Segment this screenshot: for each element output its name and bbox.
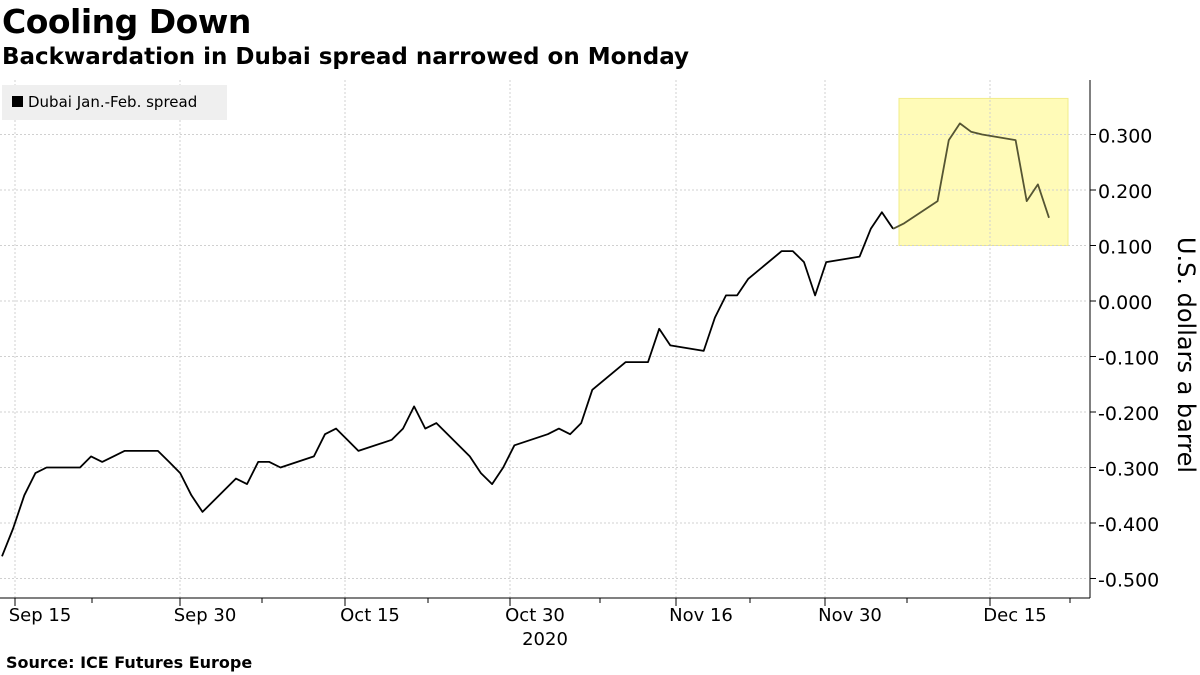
series-line-dubai-spread (1, 211, 894, 557)
axes: 0.300 0.200 0.100 0.000 -0.100 -0.200 -0.300 -0… (0, 80, 1159, 626)
x-tick-label: Nov 30 (818, 605, 882, 626)
y-tick-label: -0.200 (1098, 403, 1159, 425)
x-tick-label: Oct 15 (340, 605, 400, 626)
legend-swatch (12, 96, 23, 107)
y-tick-label: 0.000 (1098, 292, 1152, 314)
x-tick-label: Dec 15 (983, 605, 1046, 626)
source-note: Source: ICE Futures Europe (6, 653, 253, 672)
legend: Dubai Jan.-Feb. spread (2, 85, 227, 120)
x-tick-label: Nov 16 (669, 605, 733, 626)
highlight-box (898, 97, 1069, 246)
grid (0, 80, 1088, 598)
series-layer (1, 122, 1050, 557)
y-axis-label: U.S. dollars a barrel (1172, 237, 1200, 473)
legend-background (2, 85, 227, 120)
x-year-label: 2020 (522, 629, 568, 650)
x-tick-label: Sep 15 (9, 605, 72, 626)
legend-label: Dubai Jan.-Feb. spread (28, 93, 197, 111)
y-tick-label: -0.100 (1098, 348, 1159, 370)
y-tick-label: -0.400 (1098, 514, 1159, 536)
series-line-dubai-spread-highlighted (892, 122, 1050, 230)
y-tick-label: 0.100 (1098, 237, 1152, 259)
chart-title: Cooling Down (2, 2, 251, 41)
y-tick-label: -0.500 (1098, 570, 1159, 592)
x-tick-label: Sep 30 (174, 605, 237, 626)
y-tick-label: 0.300 (1098, 126, 1152, 148)
x-tick-label: Oct 30 (505, 605, 565, 626)
y-tick-label: -0.300 (1098, 459, 1159, 481)
y-tick-label: 0.200 (1098, 181, 1152, 203)
chart-subtitle: Backwardation in Dubai spread narrowed o… (2, 44, 690, 70)
